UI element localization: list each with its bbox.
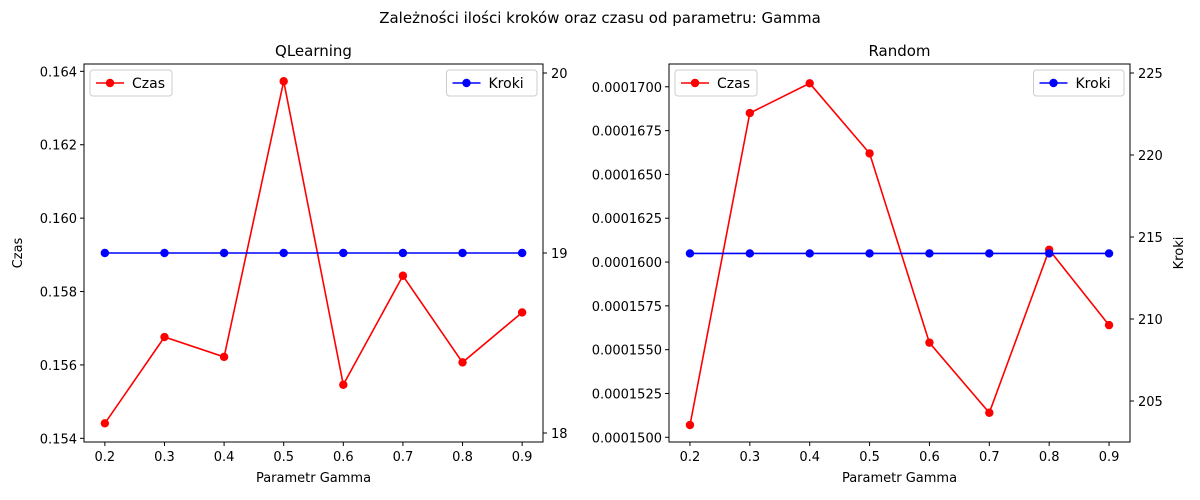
data-point-czas [458,358,467,367]
panel-random: Random 0.2 0.3 0.4 0.5 0.6 0.7 0.8 0.9 Parametr G… [592,42,1187,486]
legend-label-czas: Czas [132,76,165,92]
x-tick-label: 0.9 [1099,450,1120,465]
x-tick-label: 0.6 [333,450,354,465]
legend-label-czas: Czas [717,76,750,92]
x-tick-label: 0.4 [214,450,235,465]
data-point-kroki [985,249,994,258]
right-y-tick-label: 220 [1138,149,1163,164]
left-y-tick-label: 0.0001550 [592,344,662,359]
right-y-tick-label: 210 [1138,313,1163,328]
left-y-tick-label: 0.0001600 [592,256,662,271]
x-tick-label: 0.5 [859,450,880,465]
left-y-tick-label: 0.0001525 [592,387,662,402]
left-y-tick-label: 0.154 [40,432,77,447]
x-tick-label: 0.2 [95,450,116,465]
data-point-kroki [219,248,229,258]
data-point-kroki [279,248,288,258]
x-axis-label: Parametr Gamma [842,471,957,486]
data-point-czas [279,77,288,86]
axes-title: Random [868,42,930,60]
data-point-czas [865,149,874,158]
left-y-axis-label: Czas [11,237,26,268]
data-point-czas [517,308,527,317]
x-tick-label: 0.3 [739,450,760,465]
legend-box-kroki [1033,69,1125,97]
data-point-czas [1104,320,1114,330]
right-y-tick-label: 225 [1138,67,1163,82]
left-y-tick-label: 0.0001700 [592,81,662,96]
right-y-tick-label: 18 [551,427,568,442]
x-tick-label: 0.5 [273,450,294,465]
left-y-tick-label: 0.0001675 [592,125,662,140]
data-point-kroki [685,249,695,258]
data-point-kroki [805,249,814,258]
data-point-kroki [398,248,408,258]
right-y-tick-label: 215 [1138,231,1163,246]
legend-box-kroki [446,69,538,97]
left-y-tick-label: 0.0001500 [592,431,662,446]
panel-qlearning: QLearning 0.2 0.3 0.4 0.5 0.6 0.7 0.8 0.9 Paramet… [11,42,568,486]
data-point-kroki [1104,249,1114,258]
data-point-kroki [517,248,527,258]
x-tick-label: 0.8 [452,450,473,465]
data-point-kroki [458,248,467,258]
left-y-tick-label: 0.0001575 [592,300,662,315]
x-tick-label: 0.3 [154,450,175,465]
x-axis-label: Parametr Gamma [256,471,371,486]
left-y-tick-label: 0.160 [40,212,77,227]
x-tick-label: 0.8 [1039,450,1060,465]
data-point-kroki [925,249,934,258]
left-y-tick-label: 0.0001650 [592,168,662,183]
right-y-tick-label: 205 [1138,395,1163,410]
data-point-czas [339,380,348,389]
legend-label-kroki: Kroki [489,76,524,92]
axes-frame [668,63,1131,443]
x-tick-label: 0.9 [512,450,533,465]
series-line-czas [689,82,1110,426]
legend-box-czas [674,69,758,97]
right-y-tick-label: 19 [551,247,568,262]
x-tick-label: 0.6 [919,450,940,465]
data-point-czas [805,79,814,88]
x-tick-label: 0.7 [393,450,414,465]
left-y-tick-label: 0.0001625 [592,212,662,227]
data-point-czas [685,420,695,430]
axes-title: QLearning [275,42,352,60]
data-point-czas [925,338,934,347]
data-point-kroki [745,249,755,258]
legend-box-czas [89,69,173,97]
data-point-czas [219,352,229,362]
legend-label-kroki: Kroki [1076,76,1111,92]
legend-marker-kroki [1049,78,1058,88]
data-point-kroki [1044,249,1054,258]
data-point-czas [398,271,408,280]
legend-marker-czas [105,78,115,88]
x-tick-label: 0.7 [979,450,1000,465]
data-point-czas [160,332,169,342]
data-point-kroki [100,248,110,258]
data-point-czas [745,108,755,118]
legend-marker-czas [690,78,700,88]
right-y-tick-label: 20 [551,67,568,82]
legend-marker-kroki [462,78,471,88]
left-y-tick-label: 0.158 [40,286,77,301]
left-y-tick-label: 0.156 [40,359,77,374]
data-point-kroki [865,249,874,258]
x-tick-label: 0.2 [680,450,701,465]
x-tick-label: 0.4 [799,450,820,465]
figure-suptitle: Zależności ilości kroków oraz czasu od p… [379,9,821,27]
data-point-kroki [339,248,348,258]
data-point-kroki [160,248,169,258]
left-y-tick-label: 0.162 [40,139,77,154]
data-point-czas [985,408,994,417]
left-y-tick-label: 0.164 [40,65,77,80]
right-y-axis-label: Kroki [1172,237,1187,270]
data-point-czas [100,419,110,428]
series-line-czas [104,81,523,424]
